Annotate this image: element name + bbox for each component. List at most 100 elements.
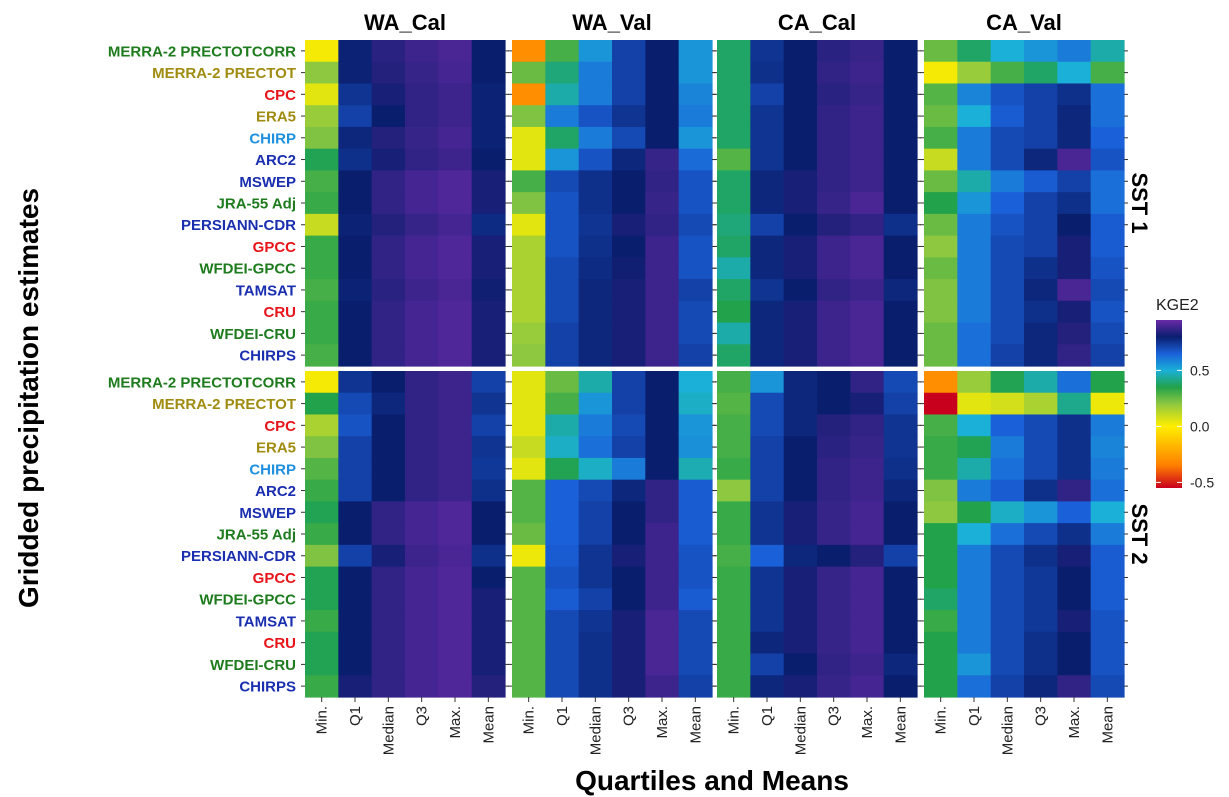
heatmap-cell xyxy=(612,523,646,546)
heatmap-cell xyxy=(305,523,339,546)
heatmap-cell xyxy=(438,631,473,655)
heatmap-panel xyxy=(920,371,1128,698)
heatmap-cell xyxy=(1090,610,1125,633)
heatmap-panel xyxy=(920,40,1128,367)
heatmap-cell xyxy=(1024,392,1058,416)
heatmap-cell xyxy=(371,192,406,215)
heatmap-cell xyxy=(338,192,373,215)
heatmap-cell xyxy=(717,40,751,63)
heatmap-cell xyxy=(371,279,406,302)
heatmap-cell xyxy=(1090,436,1125,459)
heatmap-cell xyxy=(405,322,439,345)
heatmap-cell xyxy=(405,457,439,481)
heatmap-cell xyxy=(1057,148,1092,171)
heatmap-panel xyxy=(301,371,509,698)
heatmap-cell xyxy=(438,40,473,63)
heatmap-cell xyxy=(750,83,785,106)
heatmap-cell xyxy=(512,523,546,546)
heatmap-cell xyxy=(512,170,546,193)
column-label: Q1 xyxy=(966,706,983,726)
heatmap-cell xyxy=(924,61,958,85)
heatmap-cell xyxy=(1024,322,1058,345)
heatmap-cell xyxy=(1024,192,1058,215)
heatmap-cell xyxy=(990,126,1025,150)
heatmap-cell xyxy=(405,257,439,280)
heatmap-cell xyxy=(371,322,406,345)
heatmap-cell xyxy=(405,544,439,568)
heatmap-cell xyxy=(924,631,958,655)
heatmap-cell xyxy=(783,279,818,302)
heatmap-cell xyxy=(338,457,373,481)
row-label: MERRA-2 PRECTOT xyxy=(152,396,296,413)
heatmap-cell xyxy=(717,322,751,345)
heatmap-cell xyxy=(750,148,785,171)
heatmap-cell xyxy=(338,501,373,524)
heatmap-cell xyxy=(750,61,785,85)
heatmap-cell xyxy=(545,300,580,324)
heatmap-cell xyxy=(817,61,851,85)
heatmap-cell xyxy=(957,213,992,237)
heatmap-cell xyxy=(578,631,613,655)
heatmap-cell xyxy=(305,479,339,502)
heatmap-cell xyxy=(438,344,473,367)
heatmap-cell xyxy=(783,322,818,345)
row-label: WFDEI-GPCC xyxy=(199,592,296,609)
heatmap-cell xyxy=(924,523,958,546)
legend-tick-label: 0.5 xyxy=(1190,362,1210,378)
heatmap-cell xyxy=(371,457,406,481)
heatmap-cell xyxy=(957,105,992,128)
heatmap-cell xyxy=(717,61,751,85)
heatmap-cell xyxy=(471,322,506,345)
heatmap-cell xyxy=(957,631,992,655)
heatmap-cell xyxy=(750,675,785,698)
heatmap-cell xyxy=(990,610,1025,633)
heatmap-cell xyxy=(371,566,406,589)
heatmap-cell xyxy=(438,675,473,698)
heatmap-cell xyxy=(438,213,473,237)
heatmap-cell xyxy=(1090,61,1125,85)
heatmap-cell xyxy=(1090,126,1125,150)
heatmap-cell xyxy=(1057,83,1092,106)
heatmap-cell xyxy=(817,235,851,258)
heatmap-cell xyxy=(717,392,751,416)
heatmap-cell xyxy=(1057,279,1092,302)
heatmap-cell xyxy=(883,566,918,589)
heatmap-cell xyxy=(438,279,473,302)
heatmap-cell xyxy=(717,213,751,237)
heatmap-cell xyxy=(612,566,646,589)
heatmap-cell xyxy=(717,414,751,437)
heatmap-cell xyxy=(612,105,646,128)
heatmap-cell xyxy=(512,501,546,524)
row-label: CRU xyxy=(264,635,297,652)
column-label: Max. xyxy=(859,706,876,739)
row-label: CPC xyxy=(264,418,296,435)
facet-titles: WA_Cal WA_Val CA_Cal CA_Val xyxy=(364,10,1062,35)
heatmap-cell xyxy=(750,235,785,258)
heatmap-cell xyxy=(405,300,439,324)
heatmap-cell xyxy=(1090,235,1125,258)
heatmap-cell xyxy=(512,479,546,502)
heatmap-cell xyxy=(990,501,1025,524)
heatmap-cell xyxy=(883,371,918,394)
heatmap-cell xyxy=(783,588,818,611)
heatmap-cell xyxy=(850,653,885,676)
heatmap-cell xyxy=(305,83,339,106)
heatmap-cell xyxy=(678,566,713,589)
heatmap-cell xyxy=(1024,235,1058,258)
heatmap-cell xyxy=(957,279,992,302)
row-label: MSWEP xyxy=(239,505,296,522)
row-label: CHIRPS xyxy=(239,679,296,696)
heatmap-cell xyxy=(750,523,785,546)
heatmap-cell xyxy=(717,457,751,481)
heatmap-cell xyxy=(924,610,958,633)
heatmap-cell xyxy=(471,414,506,437)
heatmap-cell xyxy=(957,170,992,193)
heatmap-cell xyxy=(471,192,506,215)
heatmap-panel xyxy=(508,40,716,367)
heatmap-cell xyxy=(957,479,992,502)
heatmap-cell xyxy=(305,653,339,676)
heatmap-cell xyxy=(850,192,885,215)
heatmap-cell xyxy=(371,436,406,459)
heatmap-cell xyxy=(338,61,373,85)
heatmap-cell xyxy=(438,148,473,171)
